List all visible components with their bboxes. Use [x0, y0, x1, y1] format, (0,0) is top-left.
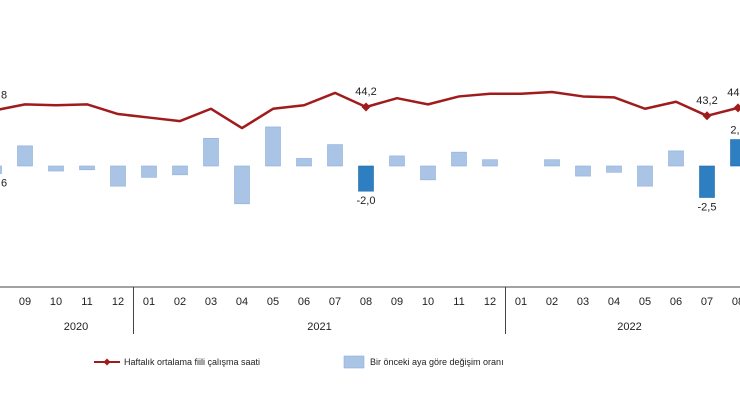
- x-tick-label: 04: [236, 296, 248, 308]
- bar: [296, 158, 312, 167]
- bar-data-label: 6: [1, 178, 7, 190]
- bar-data-label: -2,5: [698, 202, 717, 214]
- bar: [203, 137, 219, 167]
- x-tick-label: 02: [174, 296, 186, 308]
- bar-series: [0, 126, 740, 205]
- bar: [575, 165, 591, 177]
- bar: [0, 165, 2, 174]
- x-tick-label: 12: [112, 296, 124, 308]
- line-data-label: 8: [1, 90, 7, 102]
- legend-line-marker: [103, 358, 111, 366]
- bar: [110, 165, 126, 187]
- x-tick-label: 09: [391, 296, 403, 308]
- x-tick-label: 04: [608, 296, 620, 308]
- bar: [172, 165, 188, 176]
- line-data-label: 44,1: [727, 87, 740, 99]
- bar: [730, 139, 740, 167]
- bar: [265, 126, 281, 167]
- bar: [482, 159, 498, 167]
- x-tick-label: 10: [422, 296, 434, 308]
- year-label: 2020: [64, 321, 88, 333]
- line-data-label: 44,2: [355, 86, 376, 98]
- legend-label-bar: Bir önceki aya göre değişim oranı: [370, 357, 504, 367]
- data-labels: 8 44,2 43,2 44,1 6 -2,0 -2,5 2,1: [1, 86, 740, 214]
- line-marker: [733, 103, 740, 113]
- x-tick-label: 12: [484, 296, 496, 308]
- bar: [327, 144, 343, 167]
- x-tick-label: 06: [298, 296, 310, 308]
- x-tick-label: 09: [19, 296, 31, 308]
- x-axis: 08 09 10 11 12 01 02 03 04 05 06 07 08 09 10 11 12 01 02 03…: [0, 286, 740, 334]
- x-tick-label: 01: [515, 296, 527, 308]
- x-tick-label: 07: [329, 296, 341, 308]
- x-tick-label: 10: [50, 296, 62, 308]
- line-series: [0, 90, 740, 130]
- legend-label-line: Haftalık ortalama fiili çalışma saati: [124, 357, 260, 367]
- bar: [358, 165, 374, 192]
- bar: [79, 165, 95, 171]
- bar: [141, 165, 157, 178]
- x-tick-label: 05: [267, 296, 279, 308]
- x-tick-label: 05: [639, 296, 651, 308]
- bar: [48, 165, 64, 172]
- bar-data-label: -2,0: [357, 195, 376, 207]
- bar-data-label: 2,1: [730, 125, 740, 137]
- bar: [17, 145, 33, 167]
- line-marker: [702, 111, 712, 121]
- legend-bar-swatch: [343, 355, 365, 369]
- year-label: 2021: [307, 321, 331, 333]
- x-tick-label: 11: [453, 296, 464, 308]
- bar: [637, 165, 653, 187]
- bar: [234, 165, 250, 205]
- bar: [699, 165, 715, 198]
- x-tick-label: 07: [701, 296, 713, 308]
- bar: [451, 151, 467, 167]
- bar: [389, 155, 405, 167]
- x-tick-label: 02: [546, 296, 558, 308]
- bar: [420, 165, 436, 181]
- x-tick-label: 03: [205, 296, 217, 308]
- x-tick-label: 01: [143, 296, 155, 308]
- x-tick-label: 11: [81, 296, 92, 308]
- legend: Haftalık ortalama fiili çalışma saati Bir…: [94, 355, 504, 369]
- bar: [544, 159, 560, 167]
- x-tick-label: 03: [577, 296, 589, 308]
- x-tick-label: 06: [670, 296, 682, 308]
- x-tick-label: 08: [732, 296, 740, 308]
- year-label: 2022: [617, 321, 641, 333]
- bar: [668, 150, 684, 167]
- bar: [606, 165, 622, 173]
- line-marker: [361, 102, 371, 112]
- line-data-label: 43,2: [696, 95, 717, 107]
- x-tick-label: 08: [360, 296, 372, 308]
